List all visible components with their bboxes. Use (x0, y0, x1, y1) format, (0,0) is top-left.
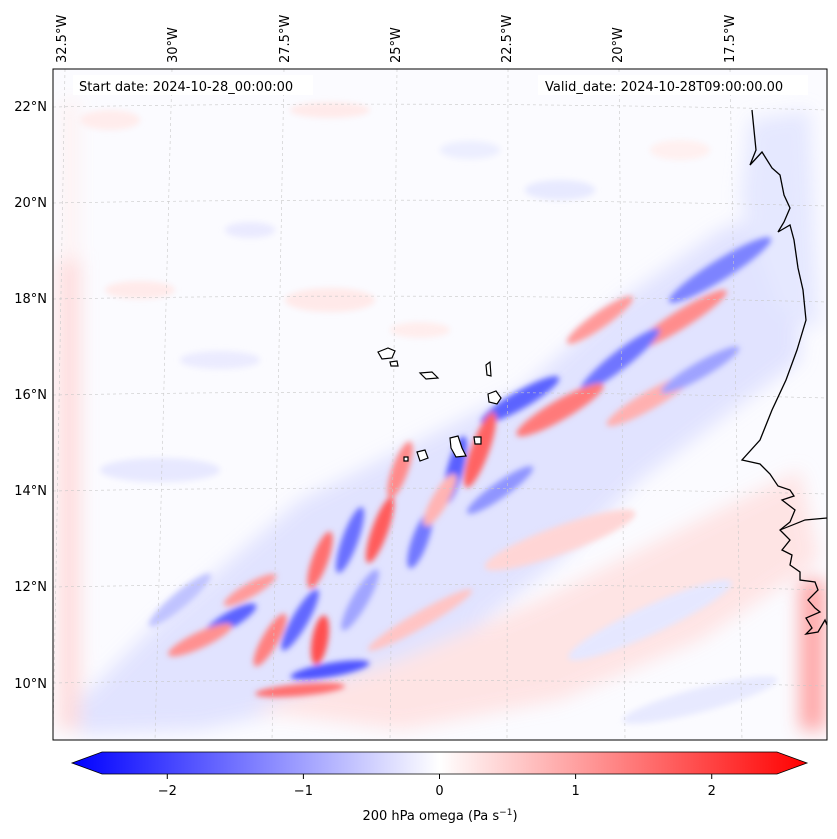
valid-date-label: Valid_date: 2024-10-28T09:00:00.00 (545, 80, 783, 95)
colorbar-title: 200 hPa omega (Pa s−1) (362, 808, 517, 824)
lon-label: 32.5°W (55, 15, 70, 63)
colorbar-tick-label: 0 (435, 784, 443, 799)
lon-label: 30°W (166, 27, 181, 63)
lat-label: 20°N (14, 196, 47, 211)
colorbar-tick-label: 2 (708, 784, 716, 799)
lon-label: 25°W (389, 27, 404, 63)
longitude-labels: 32.5°W 30°W 27.5°W 25°W 22.5°W 20°W 17.5… (55, 15, 738, 63)
map-frame (52, 68, 828, 741)
lon-label: 20°W (611, 27, 626, 63)
lat-label: 14°N (14, 484, 47, 499)
valid-date-box (538, 75, 808, 95)
african-coastline-inlet (779, 517, 827, 531)
omega-field-weak-patches (80, 102, 778, 724)
colorbar-tick-label: −2 (158, 784, 177, 799)
start-date-label: Start date: 2024-10-28_00:00:00 (79, 80, 293, 95)
lat-label: 12°N (14, 580, 47, 595)
cape-verde-islands (377, 347, 502, 462)
colorbar-tick-label: 1 (571, 784, 579, 799)
lon-label: 27.5°W (278, 15, 293, 63)
omega-field-active-band (148, 237, 772, 698)
colorbar-bar (70, 751, 809, 775)
lon-label: 17.5°W (723, 15, 738, 63)
omega-field-background (58, 100, 825, 735)
map-panel (53, 69, 827, 740)
colorbar-ticks: −2 −1 0 1 2 (158, 774, 716, 799)
lon-label: 22.5°W (500, 15, 515, 63)
colorbar-tick-label: −1 (294, 784, 313, 799)
lat-label: 16°N (14, 388, 47, 403)
lat-label: 18°N (14, 292, 47, 307)
lat-label: 10°N (14, 677, 47, 692)
graticule (53, 69, 827, 740)
lat-label: 22°N (14, 100, 47, 115)
start-date-box (73, 75, 313, 95)
colorbar: −2 −1 0 1 2 200 hPa omega (Pa s−1) (70, 751, 809, 824)
latitude-labels: 22°N 20°N 18°N 16°N 14°N 12°N 10°N (14, 100, 47, 692)
africa-coastline (740, 109, 827, 635)
